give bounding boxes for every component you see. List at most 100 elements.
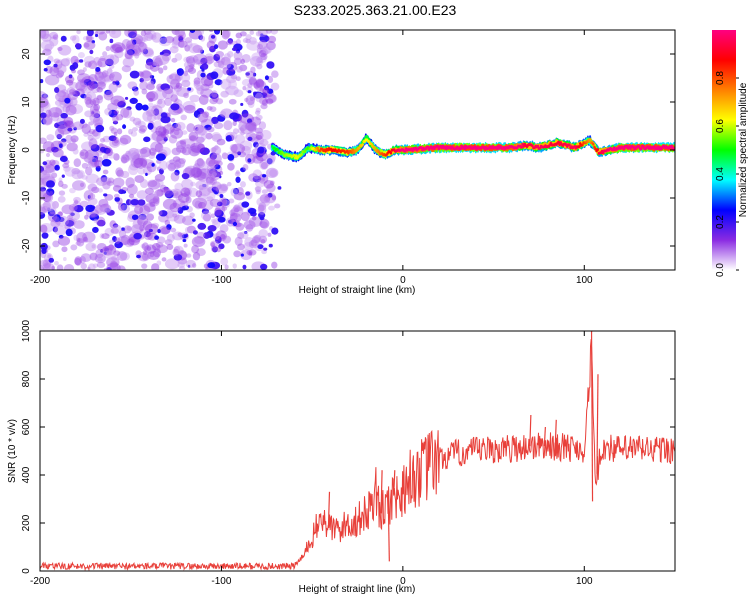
noise-speck	[89, 113, 101, 123]
noise-speck	[254, 136, 260, 142]
noise-speck	[259, 129, 272, 141]
noise-speck	[64, 75, 75, 84]
noise-speck	[185, 259, 196, 268]
noise-speck	[104, 107, 112, 116]
noise-speck	[181, 172, 190, 180]
noise-speck	[109, 71, 122, 83]
ridge-cell	[536, 144, 540, 148]
noise-speck	[193, 77, 201, 85]
noise-speck	[149, 75, 155, 79]
noise-speck	[166, 243, 174, 250]
noise-speck	[244, 236, 254, 247]
snr-spike	[393, 470, 396, 495]
noise-speck	[145, 30, 157, 39]
noise-speck	[40, 30, 47, 39]
noise-speck	[118, 137, 129, 146]
noise-speck	[95, 66, 101, 73]
noise-speck	[219, 110, 227, 117]
noise-speck	[163, 136, 168, 142]
noise-speck	[105, 45, 111, 52]
noise-speck	[104, 89, 112, 96]
noise-speck	[89, 49, 94, 55]
noise-speck	[247, 158, 252, 163]
noise-speck	[172, 123, 182, 132]
noise-speck	[152, 248, 161, 258]
snr-spike	[554, 419, 557, 447]
noise-speck	[125, 150, 131, 158]
noise-speck	[142, 110, 153, 122]
noise-speck	[165, 159, 178, 170]
noise-speck	[248, 76, 257, 86]
noise-speck	[228, 198, 235, 204]
noise-speck	[57, 46, 63, 52]
noise-speck	[177, 40, 185, 48]
snr-x-label: Height of straight line (km)	[299, 584, 416, 595]
noise-speck	[199, 147, 210, 156]
noise-speck	[52, 226, 59, 233]
noise-speck	[228, 79, 237, 90]
noise-speck	[225, 85, 239, 96]
noise-speck	[103, 267, 109, 270]
noise-speck	[83, 152, 95, 164]
noise-speck	[40, 224, 48, 234]
noise-speck	[271, 227, 279, 235]
noise-speck	[156, 98, 166, 109]
noise-speck	[122, 107, 133, 119]
noise-speck	[255, 179, 266, 188]
noise-speck	[252, 175, 262, 183]
noise-speck	[193, 110, 201, 118]
noise-speck	[96, 30, 106, 35]
noise-speck	[100, 174, 108, 183]
noise-speck	[183, 243, 188, 248]
noise-speck	[214, 160, 220, 165]
noise-speck	[227, 162, 235, 171]
noise-speck	[94, 159, 103, 168]
noise-speck	[258, 202, 267, 211]
noise-speck	[71, 170, 84, 180]
noise-speck	[211, 132, 222, 140]
noise-speck	[227, 50, 234, 58]
noise-speck	[171, 147, 181, 156]
noise-speck	[192, 197, 208, 209]
colorbar-ticks: 0.0 0.2 0.4 0.6 0.8	[715, 71, 739, 277]
noise-speck	[66, 142, 78, 152]
noise-speck	[163, 187, 171, 194]
ridge-cell	[588, 138, 592, 142]
noise-speck	[104, 54, 120, 66]
noise-speck	[94, 205, 107, 215]
noise-speck	[131, 86, 139, 92]
noise-speck	[126, 225, 132, 231]
noise-speck	[43, 59, 51, 66]
noise-speck	[213, 233, 220, 240]
noise-speck	[41, 248, 47, 254]
noise-speck	[103, 251, 107, 255]
noise-speck	[194, 158, 206, 169]
noise-speck	[58, 190, 66, 196]
noise-speck	[144, 32, 154, 41]
noise-speck	[222, 235, 232, 244]
noise-speck	[172, 89, 179, 97]
noise-speck	[73, 158, 82, 168]
noise-speck	[191, 236, 206, 248]
ridge-cell	[420, 146, 423, 150]
noise-speck	[209, 97, 219, 105]
noise-speck	[130, 152, 141, 161]
noise-speck	[154, 235, 160, 240]
noise-speck	[192, 218, 196, 222]
noise-speck	[168, 134, 178, 144]
noise-speck	[65, 218, 76, 227]
noise-speck	[209, 178, 218, 185]
noise-speck	[155, 125, 167, 137]
noise-speck	[58, 143, 63, 149]
noise-speck	[205, 55, 215, 64]
noise-speck	[245, 121, 257, 132]
noise-speck	[136, 254, 141, 259]
noise-speck	[48, 257, 55, 263]
noise-speck	[237, 232, 245, 240]
y-tick-label: 1000	[21, 319, 32, 342]
noise-speck	[103, 147, 111, 154]
noise-speck	[207, 225, 217, 232]
x-tick-label: 0	[400, 275, 406, 286]
noise-speck	[40, 259, 49, 267]
